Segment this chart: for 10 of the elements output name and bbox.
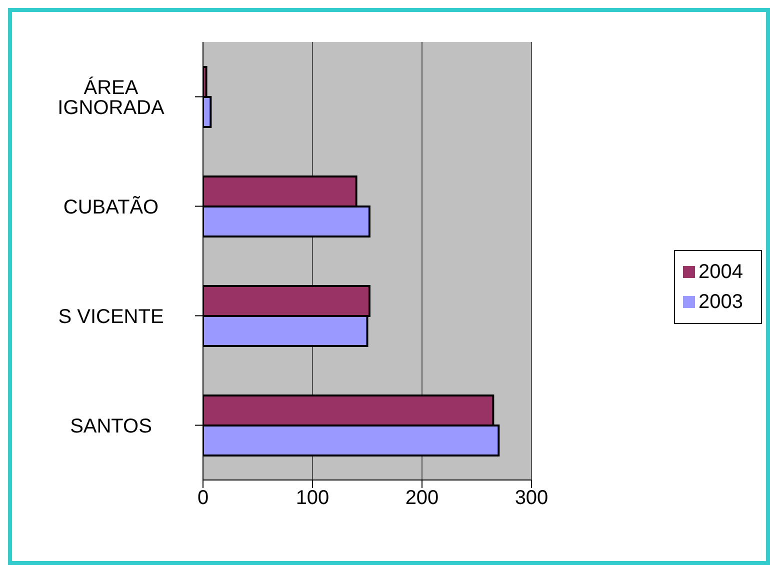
- y-tick-label: SANTOS: [70, 415, 152, 438]
- y-tick-label: CUBATÃO: [63, 195, 159, 218]
- legend-label: 2004: [698, 260, 743, 282]
- y-tick-label: ÁREA IGNORADA: [58, 76, 165, 119]
- x-tick-label: 300: [514, 487, 548, 510]
- y-tick-label: S VICENTE: [58, 306, 164, 328]
- x-tick-label: 0: [197, 487, 209, 510]
- x-tick-label: 200: [405, 487, 439, 510]
- x-tick-label: 100: [296, 487, 330, 510]
- legend-label: 2003: [698, 290, 743, 312]
